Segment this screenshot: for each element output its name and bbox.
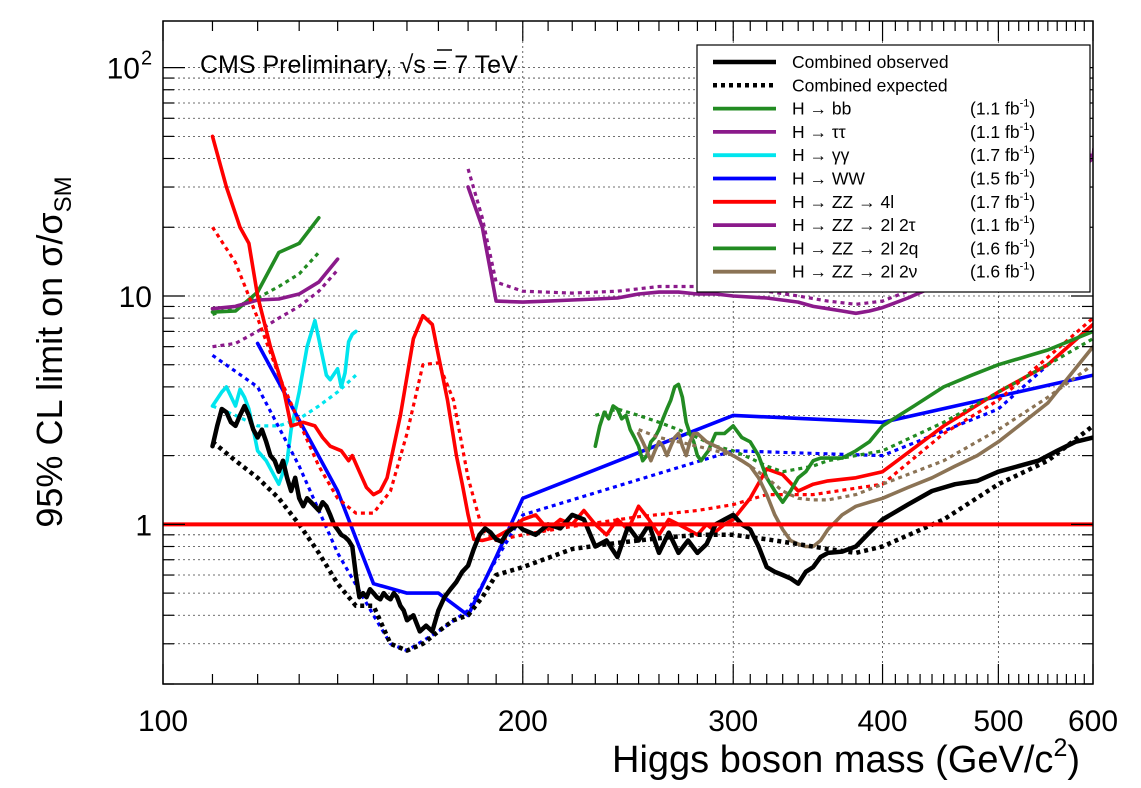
series-hzz2l2q-observed [593,329,1093,505]
legend-label: H → ττ [792,122,846,142]
series-combined-expected [211,424,1093,653]
legend-label: H → ZZ → 2l 2q [792,238,918,258]
chart-title-prefix: CMS Preliminary, [200,51,400,79]
series-htautau-observed [210,257,340,311]
y-tick-label: 1 [135,509,152,542]
legend-label: H → ZZ → 2l 2ν [792,262,918,282]
chart-title-sqrt: √ [400,51,414,79]
x-axis-label: Higgs boson mass (GeV/c2) [612,734,1080,781]
x-tick-label: 200 [498,705,548,738]
series-hbb-observed [210,216,321,314]
y-tick-label: 10 [107,53,140,86]
y-tick-label-exponent: 2 [141,48,152,70]
legend-label: H → γγ [792,145,850,165]
legend-lumi: (1.1 fb-1) [970,98,1035,119]
series-hww-expected [211,323,1093,653]
series-hzz2l2nu-expected [638,363,1093,502]
legend-lumi: (1.1 fb-1) [970,214,1035,235]
x-tick-label: 100 [138,705,188,738]
y-axis-label: 95% CL limit on σ/σSM [29,176,77,527]
legend-lumi: (1.5 fb-1) [970,168,1035,189]
y-axis-label-main: 95% CL limit on σ/σ [29,212,70,527]
x-tick-label: 600 [1068,705,1118,738]
series-hzz2l2nu-observed [636,344,1093,549]
legend-lumi: (1.7 fb-1) [970,144,1035,165]
series-combined-observed [210,403,1093,634]
x-tick-label: 500 [973,705,1023,738]
plot-frame [162,20,1094,685]
x-axis-label-close: ) [1067,739,1080,781]
legend-label: H → WW [792,169,865,189]
chart-title-suffix: s = 7 TeV [413,51,518,79]
series-htautau-expected [212,268,339,349]
x-axis-label-main: Higgs boson mass (GeV/c [612,739,1053,781]
legend-lumi: (1.1 fb-1) [970,121,1035,142]
x-tick-label: 400 [858,705,908,738]
legend-lumi: (1.6 fb-1) [970,261,1035,282]
y-axis-label-sub: SM [50,176,77,212]
legend-lumi: (1.6 fb-1) [970,237,1035,258]
series-hzz2l2q-expected [594,337,1093,474]
legend-lumi: (1.7 fb-1) [970,191,1035,212]
legend-label: Combined observed [792,52,949,72]
legend-label: Combined expected [792,75,948,95]
x-tick-label: 300 [708,705,758,738]
chart-title: CMS Preliminary, √s = 7 TeV [200,51,518,79]
legend-label: H → bb [792,99,851,119]
legend-label: H → ZZ → 2l 2τ [792,215,916,235]
series-hzz2l2tau-observed [466,147,1093,316]
x-axis-label-sup: 2 [1053,734,1067,762]
legend-label: H → ZZ → 4l [792,192,894,212]
y-tick-label: 10 [119,281,152,314]
legend: Combined observed Combined expected H → bb… [696,44,1091,293]
